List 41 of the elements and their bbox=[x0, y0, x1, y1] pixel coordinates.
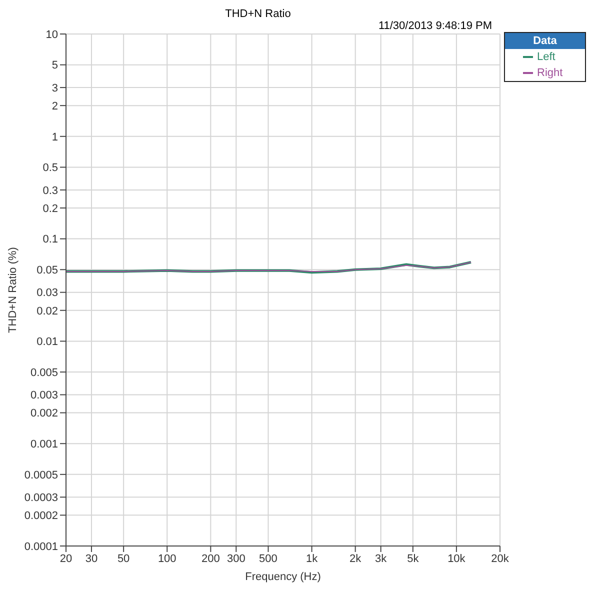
x-tick-label: 200 bbox=[201, 552, 220, 565]
y-tick-label: 0.005 bbox=[30, 366, 58, 379]
y-tick-label: 0.0005 bbox=[24, 469, 58, 482]
x-tick-label: 30 bbox=[85, 552, 98, 565]
y-tick-label: 0.01 bbox=[36, 336, 58, 348]
text: 11/30/2013 9:48:19 PM bbox=[378, 20, 492, 32]
y-tick-label: 0.0002 bbox=[24, 510, 58, 522]
x-tick-label: 1k bbox=[306, 552, 318, 565]
x-tick-label: 50 bbox=[117, 552, 130, 565]
legend-title: Data bbox=[505, 33, 585, 49]
y-tick-label: 2 bbox=[52, 100, 58, 112]
y-tick-label: 0.003 bbox=[30, 390, 58, 402]
legend-label: Right bbox=[536, 66, 564, 81]
y-tick-label: 0.05 bbox=[36, 264, 58, 277]
chart-title: THD+N Ratio bbox=[224, 8, 292, 20]
x-tick-label: 100 bbox=[158, 552, 176, 565]
legend-label: Left bbox=[536, 50, 556, 65]
y-tick-label: 0.5 bbox=[42, 162, 58, 174]
x-tick-label: 5k bbox=[407, 552, 420, 565]
y-tick-label: 0.1 bbox=[42, 234, 58, 246]
x-axis-title: Frequency (Hz) bbox=[245, 571, 321, 583]
x-tick-label: 2k bbox=[350, 552, 362, 565]
y-tick-label: 0.0003 bbox=[24, 492, 58, 504]
y-tick-label: 0.002 bbox=[30, 408, 58, 420]
x-tick-label: 10k bbox=[448, 552, 466, 565]
y-tick-label: 5 bbox=[52, 60, 58, 72]
y-axis-title: THD+N Ratio (%) bbox=[6, 247, 19, 333]
y-tick-label: 3 bbox=[52, 82, 58, 94]
x-tick-label: 500 bbox=[259, 552, 278, 565]
y-tick-label: 0.001 bbox=[30, 438, 58, 451]
y-tick-label: 0.02 bbox=[36, 305, 58, 318]
y-tick-label: 0.03 bbox=[36, 287, 58, 300]
y-tick-label: 0.3 bbox=[42, 184, 58, 197]
y-tick-label: 10 bbox=[46, 28, 58, 41]
x-tick-label: 20k bbox=[491, 552, 510, 565]
y-tick-label: 0.0001 bbox=[24, 540, 58, 553]
y-tick-label: 1 bbox=[52, 131, 58, 144]
y-tick-label: 0.2 bbox=[42, 202, 58, 215]
x-tick-label: 20 bbox=[60, 552, 72, 565]
x-tick-label: 3k bbox=[374, 552, 388, 565]
x-tick-label: 300 bbox=[226, 552, 246, 565]
